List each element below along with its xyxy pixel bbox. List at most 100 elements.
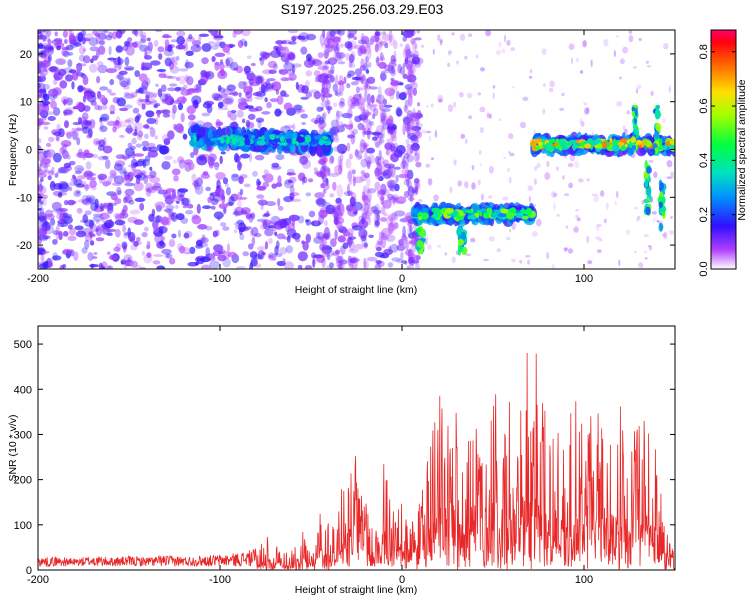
spectrogram-cell bbox=[62, 100, 67, 104]
spectrogram-cell bbox=[149, 170, 157, 178]
spectrogram-cell bbox=[571, 57, 574, 64]
spectrogram-cell bbox=[511, 222, 516, 231]
spectrogram-cell bbox=[38, 225, 42, 231]
spectrogram-cell bbox=[447, 104, 454, 112]
spectrogram-cell bbox=[47, 258, 54, 269]
spectrogram-cell bbox=[543, 83, 546, 88]
spectrogram-cell bbox=[278, 69, 289, 75]
spectrogram-cell bbox=[533, 178, 537, 185]
spectrogram-cell bbox=[395, 106, 402, 117]
spectrogram-cell bbox=[410, 61, 417, 75]
spectrogram-cell bbox=[309, 140, 318, 145]
spectrogram-cell bbox=[329, 126, 340, 135]
spectrogram-y-tick-label: 10 bbox=[20, 97, 32, 109]
spectrogram-cell bbox=[342, 242, 349, 249]
spectrogram-cell bbox=[512, 86, 515, 89]
spectrogram-cell bbox=[383, 64, 394, 71]
spectrogram-cell bbox=[132, 107, 140, 114]
spectrogram-cell bbox=[121, 209, 126, 216]
spectrogram-cell bbox=[73, 251, 79, 261]
spectrogram-cell bbox=[305, 233, 311, 243]
spectrogram-cell bbox=[38, 109, 43, 116]
spectrogram-cell bbox=[154, 201, 166, 210]
spectrogram-cell bbox=[266, 101, 272, 109]
spectrogram-cell bbox=[40, 177, 44, 182]
spectrogram-cell bbox=[635, 88, 639, 94]
spectrogram-cell bbox=[507, 167, 510, 173]
spectrogram-cell bbox=[379, 104, 385, 112]
spectrogram-cell bbox=[408, 86, 414, 99]
spectrogram-cell bbox=[335, 261, 342, 267]
spectrogram-cell bbox=[384, 163, 395, 169]
spectrogram-cell bbox=[316, 114, 322, 123]
spectrogram-cell bbox=[289, 144, 296, 153]
spectrogram-cell bbox=[286, 172, 294, 176]
spectrogram-cell bbox=[515, 212, 524, 219]
spectrogram-cell bbox=[343, 76, 347, 85]
spectrogram-cell bbox=[509, 229, 511, 233]
spectrogram-cell bbox=[184, 61, 194, 69]
spectrogram-cell bbox=[154, 30, 163, 33]
spectrogram-cell bbox=[141, 103, 146, 110]
spectrogram-cell bbox=[196, 155, 208, 166]
spectrogram-cell bbox=[59, 146, 65, 155]
spectrogram-cell bbox=[249, 82, 260, 87]
spectrogram-cell bbox=[574, 160, 580, 169]
spectrogram-cell bbox=[372, 113, 376, 120]
spectrogram-cells bbox=[38, 30, 675, 269]
spectrogram-cell bbox=[393, 149, 403, 158]
spectrogram-cell bbox=[82, 184, 92, 190]
spectrogram-cell bbox=[243, 65, 251, 74]
spectrogram-cell bbox=[57, 219, 68, 225]
spectrogram-cell bbox=[233, 229, 238, 233]
spectrogram-cell bbox=[149, 127, 156, 138]
spectrogram-cell bbox=[91, 55, 98, 61]
spectrogram-cell bbox=[362, 194, 369, 201]
spectrogram-cell bbox=[391, 65, 396, 75]
spectrogram-cell bbox=[321, 141, 332, 156]
spectrogram-cell bbox=[389, 184, 396, 192]
spectrogram-cell bbox=[628, 35, 634, 43]
spectrogram-y-tick-label: 20 bbox=[20, 49, 32, 61]
spectrogram-cell bbox=[157, 88, 163, 98]
spectrogram-cell bbox=[113, 66, 121, 71]
spectrogram-cell bbox=[38, 170, 45, 175]
spectrogram-cell bbox=[335, 111, 343, 118]
spectrogram-cell bbox=[213, 96, 219, 101]
spectrogram-cell bbox=[388, 30, 393, 43]
spectrogram-cell bbox=[68, 186, 73, 191]
spectrogram-cell bbox=[176, 213, 185, 221]
spectrogram-cell bbox=[363, 48, 367, 54]
spectrogram-cell bbox=[57, 192, 63, 198]
spectrogram-cell bbox=[210, 205, 216, 210]
spectrogram-cell bbox=[106, 120, 117, 126]
spectrogram-cell bbox=[347, 207, 359, 217]
spectrogram-cell bbox=[287, 52, 296, 60]
spectrogram-cell bbox=[536, 218, 542, 227]
spectrogram-cell bbox=[624, 144, 628, 148]
spectrogram-cell bbox=[99, 94, 106, 103]
spectrogram-cell bbox=[406, 154, 414, 163]
spectrogram-cell bbox=[294, 104, 302, 115]
spectrogram-cell bbox=[321, 256, 326, 269]
spectrogram-cell bbox=[247, 96, 253, 103]
spectrogram-cell bbox=[379, 195, 385, 201]
spectrogram-cell bbox=[416, 30, 421, 34]
spectrogram-cell bbox=[347, 238, 352, 248]
spectrogram-cell bbox=[47, 175, 52, 181]
spectrogram-cell bbox=[283, 196, 294, 203]
spectrogram-cell bbox=[256, 140, 266, 146]
spectrogram-cell bbox=[519, 259, 523, 264]
spectrogram-cell bbox=[76, 190, 81, 194]
spectrogram-cell bbox=[131, 151, 136, 159]
spectrogram-cell bbox=[348, 153, 353, 160]
spectrogram-cell bbox=[95, 219, 100, 224]
spectrogram-cell bbox=[415, 113, 420, 127]
spectrogram-cell bbox=[89, 219, 94, 230]
spectrogram-cell bbox=[74, 165, 85, 173]
spectrogram-cell bbox=[361, 124, 366, 137]
spectrogram-cell bbox=[393, 50, 397, 64]
spectrogram-cell bbox=[76, 151, 88, 159]
snr-series-line bbox=[38, 352, 675, 570]
spectrogram-cell bbox=[112, 125, 117, 133]
